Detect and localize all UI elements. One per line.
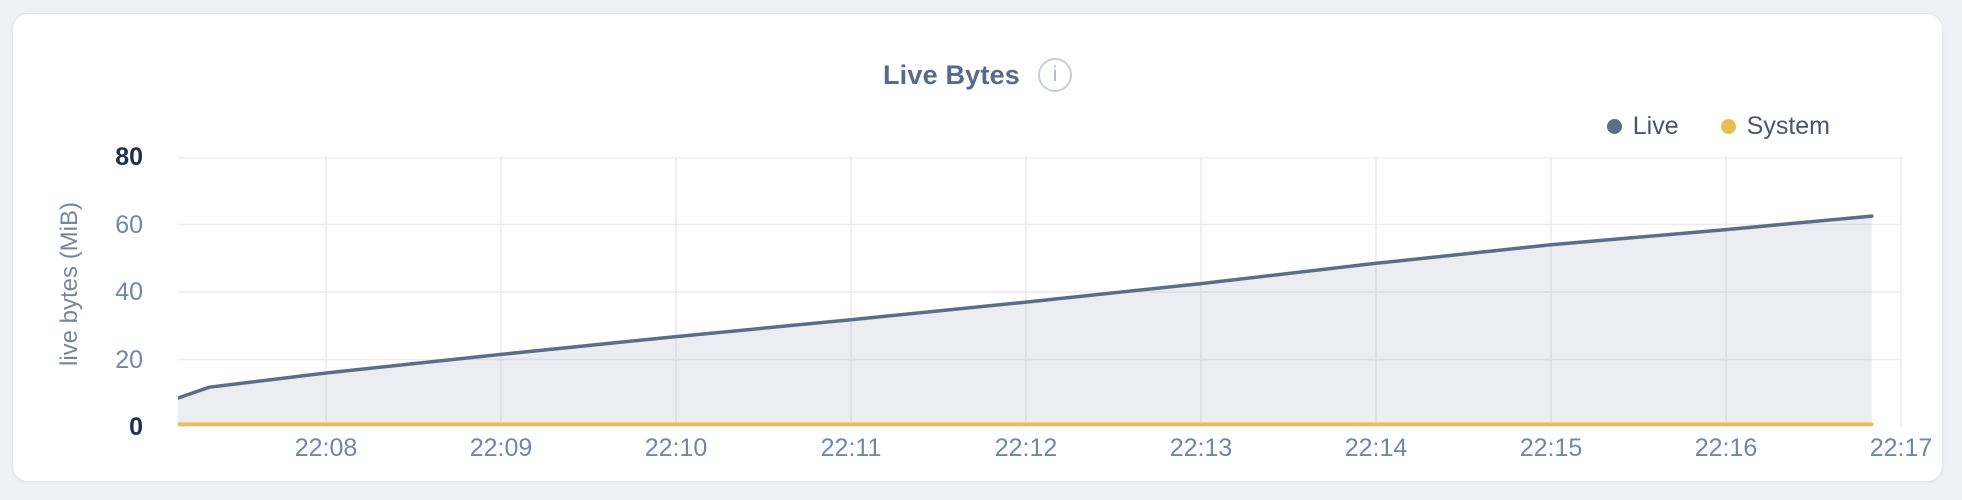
chart-header: Live Bytes i <box>13 58 1942 92</box>
y-tick-label: 20 <box>115 345 143 374</box>
legend-label: System <box>1746 112 1830 140</box>
live-series-area <box>178 216 1872 427</box>
x-tick-label: 22:17 <box>1869 434 1933 462</box>
legend-label: Live <box>1632 112 1679 140</box>
x-tick-label: 22:09 <box>469 434 533 462</box>
legend-item-live[interactable]: Live <box>1606 112 1679 141</box>
x-tick-label: 22:10 <box>644 434 708 462</box>
y-tick-label: 60 <box>115 210 143 239</box>
x-tick-label: 22:08 <box>294 434 358 462</box>
x-tick-label: 22:13 <box>1169 434 1233 462</box>
live-bytes-card: Live Bytes i Live System live bytes (MiB)… <box>12 13 1943 482</box>
live-legend-dot <box>1606 119 1622 134</box>
legend: Live System <box>1606 112 1830 141</box>
y-tick-label: 0 <box>129 413 143 441</box>
y-tick-label: 80 <box>115 143 143 171</box>
y-tick-label: 40 <box>115 278 143 306</box>
x-tick-label: 22:15 <box>1519 434 1583 462</box>
legend-item-system[interactable]: System <box>1720 112 1830 141</box>
x-tick-label: 22:12 <box>994 434 1058 462</box>
system-legend-dot <box>1720 119 1736 134</box>
chart-title: Live Bytes <box>882 59 1021 90</box>
plot-area <box>178 157 1903 427</box>
info-icon[interactable]: i <box>1038 58 1073 92</box>
x-tick-label: 22:11 <box>820 434 882 462</box>
x-tick-label: 22:16 <box>1694 434 1758 462</box>
live-series-line <box>178 214 1874 400</box>
x-tick-label: 22:14 <box>1344 434 1408 462</box>
